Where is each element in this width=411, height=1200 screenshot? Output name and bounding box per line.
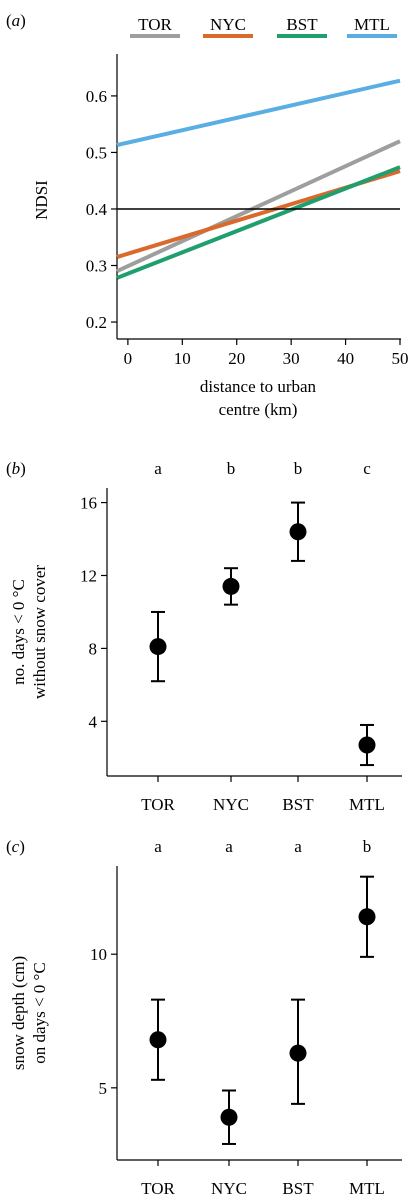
- y-tick-label: 10: [90, 945, 107, 964]
- legend-label-tor: TOR: [138, 15, 172, 34]
- y-axis-title-line2: on days < 0 °C: [30, 962, 49, 1063]
- panel-label: (c): [6, 837, 25, 856]
- panel-label: (b): [6, 459, 26, 478]
- panel-label: (a): [6, 11, 26, 30]
- series-line-tor: [116, 139, 401, 273]
- y-tick-label: 0.4: [86, 200, 108, 219]
- data-point-nyc: [222, 577, 240, 595]
- legend-label-mtl: MTL: [354, 15, 390, 34]
- y-tick-label: 5: [99, 1079, 108, 1098]
- x-tick-label-bst: BST: [282, 795, 314, 814]
- legend-label-bst: BST: [286, 15, 318, 34]
- panel-c-snow-depth-chart: (c) 5 10 TOR a NYC a BST a MTL b snow depth (cm) on …: [6, 837, 402, 1198]
- y-tick-label: 0.3: [86, 257, 107, 276]
- legend-label-nyc: NYC: [210, 15, 246, 34]
- y-axis-title: NDSI: [32, 180, 51, 220]
- x-tick-label: 10: [174, 349, 191, 368]
- y-tick-label: 4: [89, 712, 98, 731]
- y-axis-title-line1: no. days < 0 °C: [9, 579, 28, 685]
- data-point-mtl: [358, 736, 376, 754]
- significance-letter-nyc: a: [225, 837, 233, 856]
- panel-a-ndsi-line-chart: (a) TOR NYC BST MTL 0.2 0.3 0.4 0.5 0.6 0 10 20 30 40 5…: [6, 11, 409, 419]
- x-tick-label-nyc: NYC: [211, 1179, 247, 1198]
- x-tick-label-nyc: NYC: [213, 795, 249, 814]
- panel-b-snowless-days-chart: (b) 4 8 12 16 TOR a NYC b BST b MTL c no. days < 0 °C…: [6, 459, 402, 814]
- y-axis-title-line2: without snow cover: [30, 565, 49, 699]
- x-axis-title-line2: centre (km): [219, 400, 298, 419]
- y-tick-label: 0.5: [86, 143, 107, 162]
- significance-letter-mtl: b: [363, 837, 372, 856]
- data-point-bst: [289, 1044, 307, 1062]
- significance-letter-mtl: c: [363, 459, 371, 478]
- data-point-tor: [149, 1031, 167, 1049]
- significance-letter-bst: b: [294, 459, 303, 478]
- data-point-mtl: [358, 908, 376, 926]
- x-tick-label: 20: [228, 349, 245, 368]
- data-point-bst: [289, 523, 307, 541]
- x-tick-label: 0: [124, 349, 133, 368]
- y-tick-label: 12: [80, 566, 97, 585]
- x-tick-label-mtl: MTL: [349, 795, 385, 814]
- y-tick-label: 16: [80, 494, 97, 513]
- x-tick-label: 40: [337, 349, 354, 368]
- x-axis-title-line1: distance to urban: [200, 377, 317, 396]
- data-point-nyc: [220, 1108, 238, 1126]
- x-tick-label-bst: BST: [282, 1179, 314, 1198]
- significance-letter-nyc: b: [227, 459, 236, 478]
- series-line-mtl: [116, 78, 401, 148]
- y-tick-label: 0.2: [86, 313, 107, 332]
- significance-letter-tor: a: [154, 837, 162, 856]
- y-tick-label: 0.6: [86, 87, 107, 106]
- y-axis-title-line1: snow depth (cm): [9, 956, 28, 1070]
- x-tick-label-tor: TOR: [141, 1179, 175, 1198]
- x-tick-label: 50: [392, 349, 409, 368]
- x-tick-label: 30: [283, 349, 300, 368]
- x-tick-label-mtl: MTL: [349, 1179, 385, 1198]
- y-tick-label: 8: [89, 639, 98, 658]
- series-line-bst: [116, 165, 401, 280]
- x-tick-label-tor: TOR: [141, 795, 175, 814]
- data-point-tor: [149, 638, 167, 656]
- significance-letter-bst: a: [294, 837, 302, 856]
- significance-letter-tor: a: [154, 459, 162, 478]
